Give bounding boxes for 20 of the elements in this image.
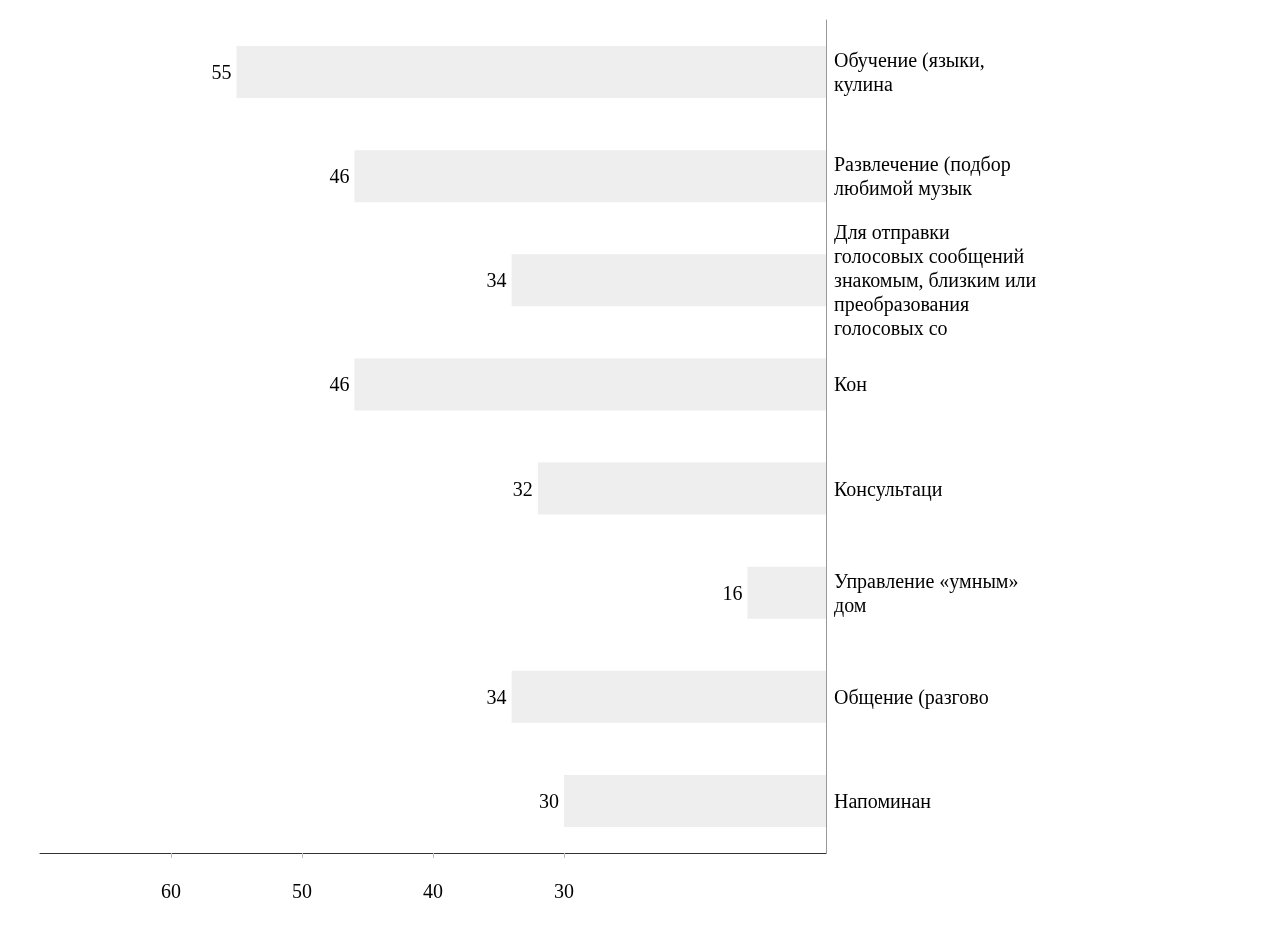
y-tick-label: Консультаци — [834, 477, 943, 501]
x-tick-label: 60 — [161, 880, 181, 902]
y-tick-label: Общение (разгово — [834, 685, 989, 709]
y-tick-label: Кон — [834, 373, 868, 396]
data-label: 46 — [329, 165, 350, 188]
x-tick-label: 30 — [554, 880, 574, 902]
data-label: 16 — [722, 581, 743, 604]
y-tick-label: Развлечение (подбор любимой музык — [834, 153, 1016, 201]
x-tick-label: 50 — [292, 880, 312, 902]
data-label: 34 — [486, 685, 507, 708]
y-tick-label: Для отправки голосовых сообщений знакомым, близким или преобразования голосовых со — [834, 221, 1042, 340]
x-tick-label: 40 — [423, 880, 443, 902]
data-label: 46 — [329, 373, 350, 396]
y-tick-label: Управление «умным» дом — [834, 569, 1024, 617]
data-label: 55 — [211, 61, 232, 84]
data-label: 34 — [486, 269, 507, 292]
y-tick-label: Напоминан — [834, 789, 932, 812]
data-label: 32 — [512, 477, 533, 500]
data-label: 30 — [539, 789, 559, 812]
y-tick-label: Обучение (языки, кулина — [834, 49, 990, 97]
